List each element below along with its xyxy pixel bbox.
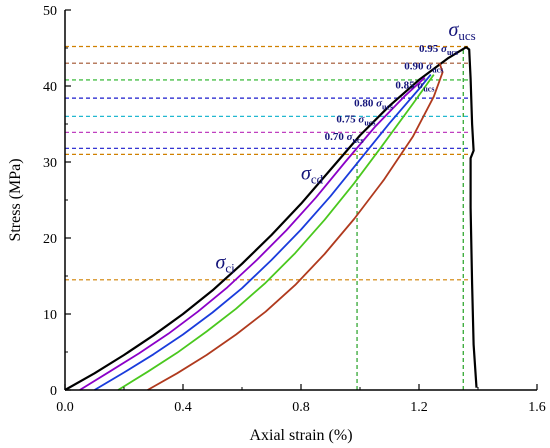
y-tick-label: 50 bbox=[43, 4, 57, 19]
x-axis-label: Axial strain (%) bbox=[249, 427, 352, 444]
x-tick-label: 0.4 bbox=[174, 400, 192, 415]
series-line-2 bbox=[79, 76, 426, 391]
annotation-p95: 0.95 σucs bbox=[419, 43, 458, 57]
y-tick-label: 10 bbox=[43, 308, 57, 323]
series-line-4 bbox=[117, 74, 435, 391]
annotation-cd: σcd bbox=[301, 162, 324, 186]
annotation-p80: 0.80 σucs bbox=[354, 98, 393, 112]
series-line-5 bbox=[147, 62, 444, 391]
series-line-1 bbox=[64, 46, 478, 391]
y-tick-label: 0 bbox=[50, 384, 57, 399]
annotation-ci: σci bbox=[215, 251, 235, 275]
y-tick-label: 30 bbox=[43, 156, 57, 171]
x-tick-label: 1.6 bbox=[528, 400, 546, 415]
y-axis-label: Stress (MPa) bbox=[7, 158, 24, 241]
annotation-p90: 0.90 σucs bbox=[404, 60, 443, 74]
series-line-3 bbox=[94, 74, 432, 391]
annotation-ucs: σucs bbox=[449, 19, 476, 43]
y-tick-label: 20 bbox=[43, 232, 57, 247]
x-tick-label: 0.0 bbox=[56, 400, 74, 415]
x-tick-label: 0.8 bbox=[292, 400, 310, 415]
annotation-p85: 0.85 σucs bbox=[395, 79, 434, 93]
x-tick-label: 1.2 bbox=[410, 400, 428, 415]
annotation-p75: 0.75 σucs bbox=[336, 113, 375, 127]
y-tick-label: 40 bbox=[43, 80, 57, 95]
annotation-p70: 0.70 σucs bbox=[325, 131, 364, 145]
